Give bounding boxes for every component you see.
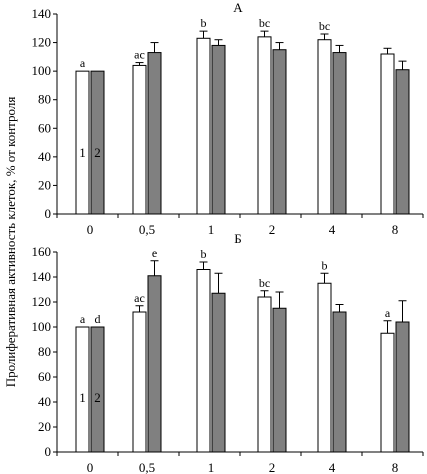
y-tick-label: 40 <box>38 394 51 409</box>
bars: a 1 ac b bc bc 2 <box>75 16 410 215</box>
y-tick-label: 0 <box>45 206 52 221</box>
significance-label: d <box>95 312 101 326</box>
series-number-label: 1 <box>79 145 86 160</box>
significance-label: b <box>201 16 207 30</box>
y-tick-label: 140 <box>32 269 52 284</box>
x-tick-label: 1 <box>208 460 215 474</box>
bar-series-1 <box>196 37 211 215</box>
bar-series-2 <box>395 69 410 215</box>
bar-series-1 <box>132 64 147 215</box>
significance-label: a <box>80 312 86 326</box>
series-number-label: 1 <box>79 390 86 405</box>
x-tick-label: 8 <box>392 460 399 474</box>
significance-label: bc <box>319 19 330 33</box>
significance-label: ac <box>134 291 145 305</box>
bar-series-1 <box>196 269 211 453</box>
significance-label: a <box>385 306 391 320</box>
y-tick-label: 60 <box>38 120 51 135</box>
y-tick-label: 20 <box>38 177 51 192</box>
x-tick-label: 0 <box>87 460 94 474</box>
y-tick-label: 100 <box>32 319 52 334</box>
y-tick-label: 100 <box>32 63 52 78</box>
bar-series-2 <box>332 52 347 215</box>
series-number-label: 2 <box>94 145 101 160</box>
series-number-label: 2 <box>94 390 101 405</box>
x-tick-label: 4 <box>329 460 336 474</box>
y-tick-label: 20 <box>38 419 51 434</box>
x-tick-label: 1 <box>208 222 215 237</box>
y-tick-label: 120 <box>32 35 52 50</box>
significance-label: bc <box>259 276 270 290</box>
x-tick-label: 2 <box>269 460 276 474</box>
bar-series-1 <box>317 282 332 453</box>
bar-series-2 <box>147 52 162 215</box>
bar-series-2 <box>90 326 105 453</box>
significance-label: b <box>201 247 207 261</box>
significance-label: a <box>80 56 86 70</box>
bar-series-1 <box>75 326 90 453</box>
y-tick-label: 40 <box>38 149 51 164</box>
significance-label: ac <box>134 48 145 62</box>
x-tick-label: 0,5 <box>139 460 155 474</box>
bar-series-2 <box>395 321 410 453</box>
y-tick-label: 80 <box>38 344 51 359</box>
x-tick-label: 8 <box>392 222 399 237</box>
y-tick-label: 160 <box>32 244 52 259</box>
bar-series-2 <box>147 275 162 453</box>
significance-label: bc <box>259 16 270 30</box>
bar-series-1 <box>257 36 272 215</box>
y-tick-label: 60 <box>38 369 51 384</box>
x-tick-label: 0 <box>87 222 94 237</box>
x-tick-label: 2 <box>269 222 276 237</box>
y-tick-label: 140 <box>32 6 52 21</box>
y-tick-label: 80 <box>38 92 51 107</box>
y-tick-label: 0 <box>45 444 52 459</box>
bar-series-1 <box>380 332 395 453</box>
bar-series-2 <box>272 307 287 453</box>
x-tick-label: 0,5 <box>139 222 155 237</box>
bar-series-1 <box>132 311 147 453</box>
y-axis-label: Пролиферативная активность клеток, % от … <box>3 97 18 388</box>
panel-b-title: Б <box>234 231 241 246</box>
panel-a-title: А <box>233 0 243 15</box>
bar-series-2 <box>272 49 287 215</box>
bar-series-2 <box>90 70 105 215</box>
bar-series-2 <box>211 292 226 453</box>
x-tick-label: 4 <box>329 222 336 237</box>
bar-series-2 <box>332 311 347 453</box>
y-tick-label: 120 <box>32 294 52 309</box>
bar-series-1 <box>380 53 395 215</box>
significance-label: e <box>152 246 157 260</box>
bar-series-1 <box>75 70 90 215</box>
bar-series-2 <box>211 44 226 215</box>
significance-label: b <box>322 258 328 272</box>
bar-series-1 <box>257 296 272 453</box>
bar-series-1 <box>317 39 332 215</box>
